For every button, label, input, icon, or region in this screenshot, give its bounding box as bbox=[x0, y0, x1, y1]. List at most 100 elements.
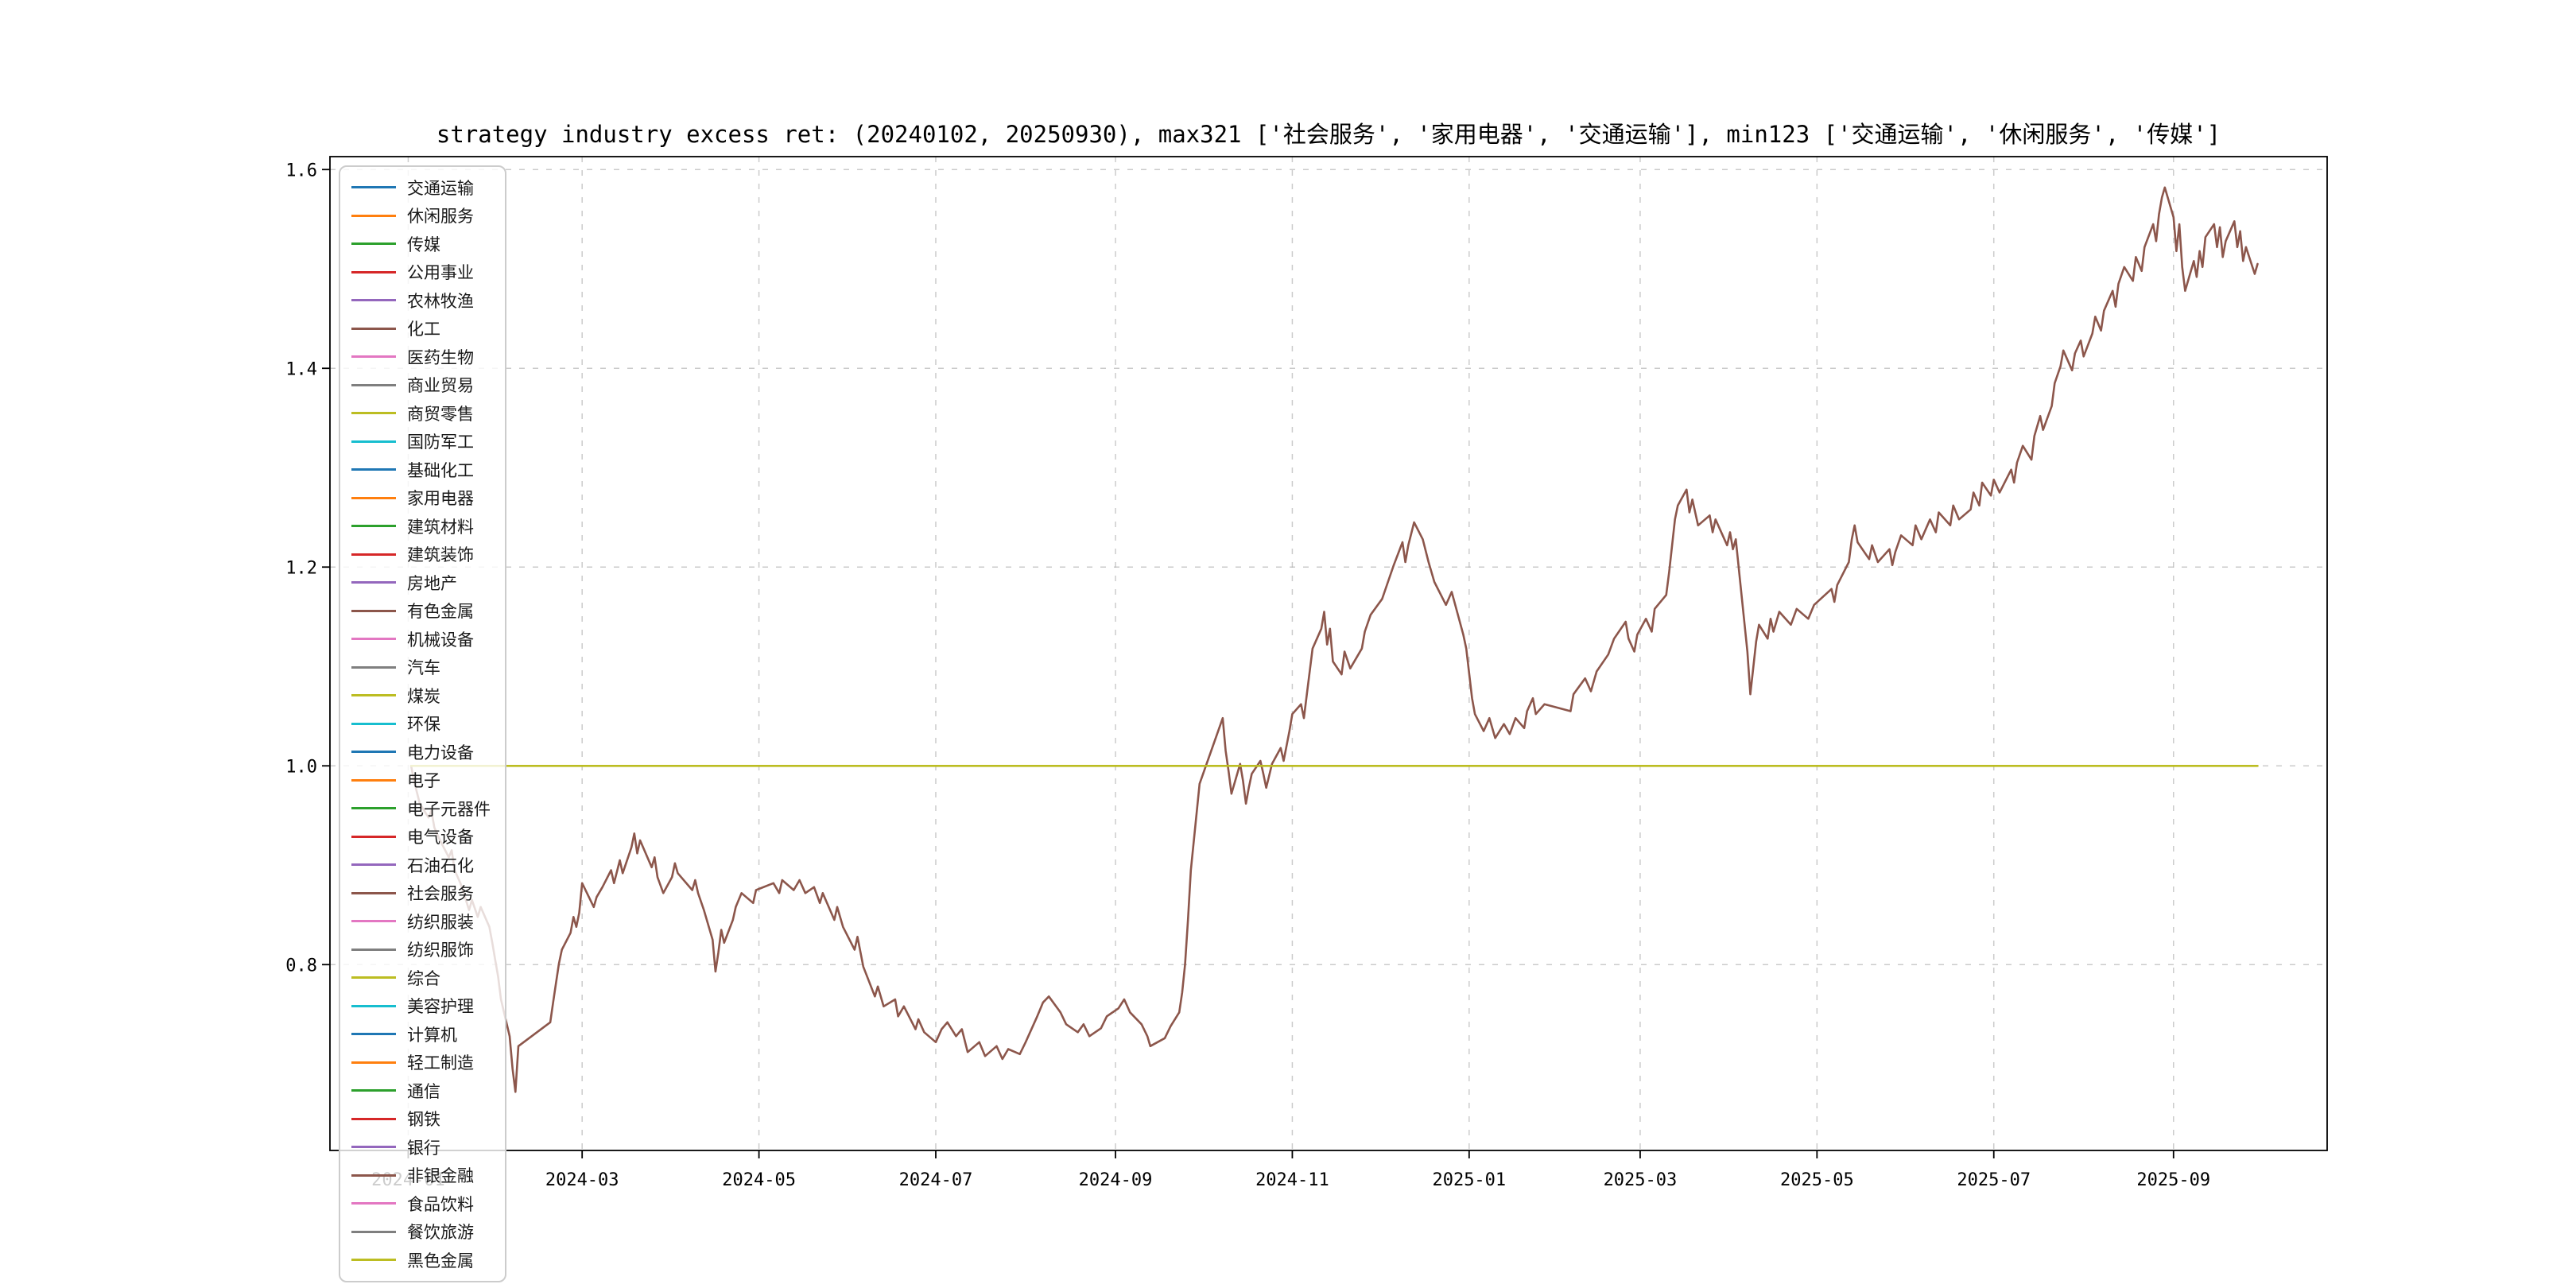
legend-line-sample bbox=[351, 778, 396, 782]
legend-line-sample bbox=[351, 1117, 396, 1120]
legend-item-label: 轻工制造 bbox=[407, 1053, 474, 1073]
legend-line-sample bbox=[351, 807, 396, 810]
legend-item: 商业贸易 bbox=[351, 371, 491, 400]
legend-item: 美容护理 bbox=[351, 992, 491, 1021]
legend-item-label: 房地产 bbox=[407, 573, 457, 593]
x-tick-label: 2025-05 bbox=[1780, 1170, 1854, 1190]
y-tick-label: 1.4 bbox=[285, 359, 317, 379]
legend-item: 轻工制造 bbox=[351, 1049, 491, 1077]
legend-line-sample bbox=[351, 694, 396, 697]
legend-item: 通信 bbox=[351, 1077, 491, 1105]
legend-line-sample bbox=[351, 1259, 396, 1262]
legend-item: 公用事业 bbox=[351, 258, 491, 287]
legend-item: 机械设备 bbox=[351, 625, 491, 654]
x-tick-label: 2024-11 bbox=[1255, 1170, 1329, 1190]
legend-item: 建筑装饰 bbox=[351, 541, 491, 569]
legend-item-label: 黑色金属 bbox=[407, 1251, 474, 1271]
x-tick-label: 2025-07 bbox=[1957, 1170, 2031, 1190]
legend-line-sample bbox=[351, 355, 396, 359]
legend-item: 交通运输 bbox=[351, 173, 491, 202]
legend-line-sample bbox=[351, 863, 396, 867]
legend-line-sample bbox=[351, 299, 396, 302]
legend-item: 电力设备 bbox=[351, 738, 491, 766]
legend-item: 有色金属 bbox=[351, 597, 491, 626]
legend-item-label: 煤炭 bbox=[407, 686, 440, 706]
legend-item: 煤炭 bbox=[351, 681, 491, 710]
legend-item-label: 石油石化 bbox=[407, 855, 474, 875]
legend-item-label: 钢铁 bbox=[407, 1110, 440, 1130]
y-tick-label: 1.2 bbox=[285, 558, 317, 578]
legend-line-sample bbox=[351, 1004, 396, 1007]
legend-item-label: 通信 bbox=[407, 1081, 440, 1101]
legend-item: 银行 bbox=[351, 1133, 491, 1162]
legend-item: 纺织服饰 bbox=[351, 936, 491, 964]
legend-item: 商贸零售 bbox=[351, 399, 491, 428]
legend-line-sample bbox=[351, 214, 396, 217]
legend-item: 计算机 bbox=[351, 1020, 491, 1049]
legend-item: 基础化工 bbox=[351, 456, 491, 484]
legend-item-label: 商业贸易 bbox=[407, 376, 474, 396]
legend-item-label: 建筑材料 bbox=[407, 517, 474, 537]
legend-line-sample bbox=[351, 242, 396, 246]
legend-line-sample bbox=[351, 581, 396, 584]
legend-item: 钢铁 bbox=[351, 1105, 491, 1134]
legend-item-label: 电力设备 bbox=[407, 743, 474, 762]
legend-item: 休闲服务 bbox=[351, 202, 491, 231]
legend-line-sample bbox=[351, 1061, 396, 1064]
legend-item: 食品饮料 bbox=[351, 1189, 491, 1218]
x-tick-label: 2025-03 bbox=[1604, 1170, 1678, 1190]
legend-item-label: 计算机 bbox=[407, 1025, 457, 1045]
legend-item-label: 非银金融 bbox=[407, 1166, 474, 1186]
legend-item-label: 医药生物 bbox=[407, 347, 474, 367]
legend-item-label: 国防军工 bbox=[407, 433, 474, 452]
legend-item-label: 食品饮料 bbox=[407, 1194, 474, 1214]
legend-item-label: 基础化工 bbox=[407, 460, 474, 480]
legend-item: 石油石化 bbox=[351, 851, 491, 879]
legend-line-sample bbox=[351, 722, 396, 725]
legend-item-label: 商贸零售 bbox=[407, 404, 474, 424]
legend-item-label: 银行 bbox=[407, 1138, 440, 1158]
legend-item: 建筑材料 bbox=[351, 512, 491, 541]
legend-line-sample bbox=[351, 383, 396, 386]
legend-item: 非银金融 bbox=[351, 1162, 491, 1190]
legend-item-label: 有色金属 bbox=[407, 602, 474, 622]
legend-item-label: 电子 bbox=[407, 771, 440, 791]
legend-item-label: 纺织服装 bbox=[407, 912, 474, 932]
legend-line-sample bbox=[351, 525, 396, 528]
legend-item-label: 传媒 bbox=[407, 235, 440, 254]
legend-item: 家用电器 bbox=[351, 484, 491, 513]
legend-line-sample bbox=[351, 920, 396, 923]
axes-frame bbox=[329, 156, 2328, 1151]
chart-title: strategy industry excess ret: (20240102,… bbox=[436, 121, 2221, 148]
legend-item: 综合 bbox=[351, 964, 491, 992]
legend-line-sample bbox=[351, 553, 396, 556]
legend-item-label: 美容护理 bbox=[407, 997, 474, 1017]
legend-item: 电子 bbox=[351, 766, 491, 795]
y-tick-label: 1.6 bbox=[285, 161, 317, 180]
y-tick-label: 0.8 bbox=[285, 956, 317, 976]
legend-line-sample bbox=[351, 976, 396, 980]
legend-line-sample bbox=[351, 609, 396, 612]
legend-line-sample bbox=[351, 751, 396, 754]
legend-line-sample bbox=[351, 496, 396, 499]
x-tick-label: 2025-09 bbox=[2136, 1170, 2210, 1190]
legend-line-sample bbox=[351, 891, 396, 894]
legend-line-sample bbox=[351, 327, 396, 330]
x-tick-label: 2024-09 bbox=[1079, 1170, 1153, 1190]
legend-item-label: 机械设备 bbox=[407, 630, 474, 650]
legend-item-label: 社会服务 bbox=[407, 884, 474, 904]
legend-item: 化工 bbox=[351, 315, 491, 343]
legend-item-label: 公用事业 bbox=[407, 263, 474, 283]
x-tick-label: 2024-05 bbox=[722, 1170, 796, 1190]
legend-item-label: 环保 bbox=[407, 715, 440, 735]
legend-item-label: 综合 bbox=[407, 968, 440, 988]
legend-line-sample bbox=[351, 186, 396, 189]
x-tick-label: 2025-01 bbox=[1432, 1170, 1506, 1190]
legend-line-sample bbox=[351, 835, 396, 838]
legend-item: 餐饮旅游 bbox=[351, 1218, 491, 1247]
legend-item: 传媒 bbox=[351, 230, 491, 258]
legend-item-label: 纺织服饰 bbox=[407, 941, 474, 960]
legend-line-sample bbox=[351, 412, 396, 415]
